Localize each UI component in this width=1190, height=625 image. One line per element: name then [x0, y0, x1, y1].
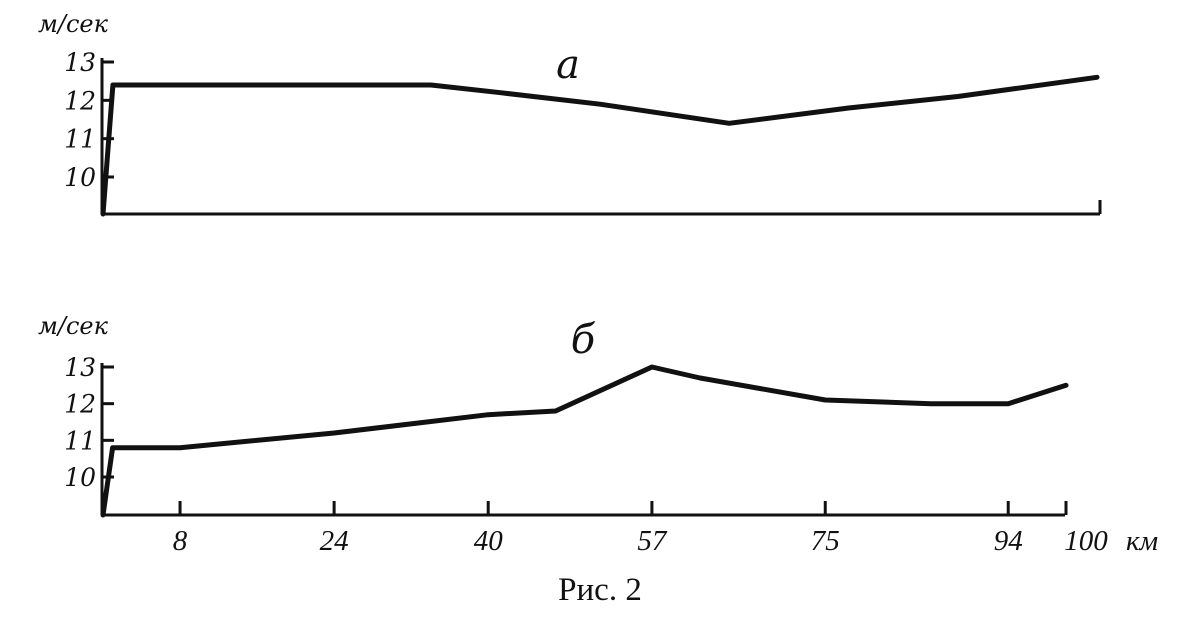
x-tick-label: 24: [320, 525, 349, 557]
data-point: [1065, 384, 1067, 386]
data-point: [430, 84, 432, 86]
panel-label: б: [571, 317, 596, 363]
data-point: [179, 447, 181, 449]
y-tick-label: 10: [64, 463, 96, 492]
x-tick-label: 94: [994, 525, 1023, 557]
x-tick-label: 75: [811, 525, 840, 557]
data-point: [500, 92, 502, 94]
x-tick-label: 8: [173, 525, 188, 557]
chart-panel-a: м/сек а 10 11 12 13: [38, 10, 1102, 217]
data-point: [333, 432, 335, 434]
x-tick-label: 40: [474, 525, 504, 557]
data-point: [930, 403, 932, 405]
data-point: [728, 122, 730, 124]
series-line: [100, 364, 1069, 518]
chart-panel-b: м/сек б 10 11 12 13 8 24 40 57 75 94 100 км: [38, 312, 1158, 557]
data-point: [824, 399, 826, 401]
data-point: [1096, 76, 1098, 78]
x-axis-unit: км: [1126, 525, 1158, 557]
y-axis-unit: м/сек: [38, 10, 109, 38]
data-point: [102, 514, 104, 516]
panel-label: а: [556, 42, 580, 88]
y-tick-label: 10: [64, 163, 96, 192]
x-tick-label: 57: [637, 525, 668, 557]
data-point: [112, 84, 114, 86]
data-point: [555, 410, 557, 412]
data-point: [651, 366, 653, 368]
x-tick-label: 100: [1064, 525, 1108, 557]
data-point: [102, 213, 104, 215]
data-point: [957, 96, 959, 97]
y-tick-label: 11: [64, 125, 96, 154]
data-point: [1007, 403, 1009, 405]
y-tick-label: 11: [64, 426, 96, 455]
y-axis-unit: м/сек: [38, 312, 109, 340]
y-tick-label: 12: [64, 390, 96, 419]
data-point: [699, 377, 701, 379]
series-line: [100, 74, 1100, 217]
data-point: [599, 103, 601, 105]
y-tick-label: 13: [64, 353, 96, 382]
data-point: [848, 107, 849, 109]
y-tick-label: 12: [64, 86, 96, 115]
data-point: [112, 447, 114, 449]
y-tick-label: 13: [64, 48, 96, 77]
figure-caption: Рис. 2: [558, 572, 642, 608]
data-point: [487, 414, 489, 416]
